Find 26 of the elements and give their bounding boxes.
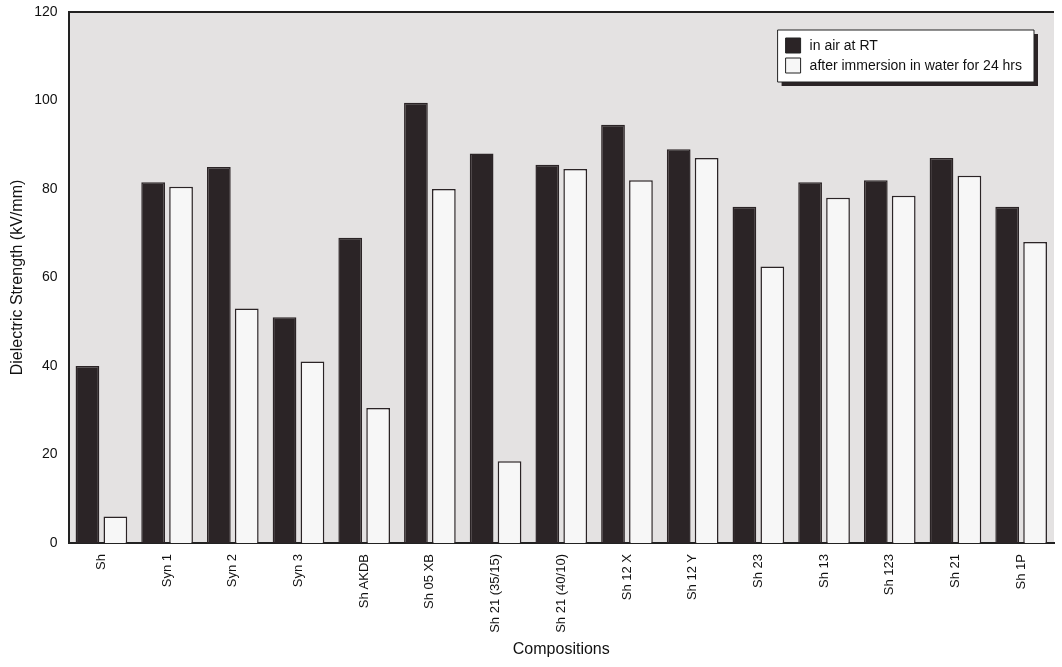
x-tick-label: Sh 123	[881, 554, 897, 596]
y-axis-title: Dielectric Strength (kV/mm)	[8, 179, 26, 376]
x-tick-label: Sh 13	[815, 554, 831, 589]
x-tick-label: Sh AKDB	[355, 554, 371, 609]
legend-label: in air at RT	[809, 36, 879, 53]
y-tick-label: 100	[34, 91, 58, 108]
x-tick-label: Syn 1	[158, 554, 174, 588]
x-tick-label: Sh	[92, 554, 108, 570]
y-tick-label: 60	[41, 268, 58, 285]
x-tick-label: Syn 3	[290, 554, 306, 588]
x-tick-label: Sh 21 (35/15)	[487, 554, 503, 633]
x-tick-label: Sh 23	[749, 554, 765, 589]
x-tick-label: Sh 12 Y	[684, 553, 700, 601]
y-tick-label: 120	[34, 2, 58, 19]
x-tick-label: Sh 05 XB	[421, 554, 437, 609]
x-tick-label: Sh 1P	[1012, 554, 1028, 590]
x-tick-label: Sh 12 X	[618, 553, 634, 601]
x-tick-label: Sh 21 (40/10)	[552, 554, 568, 633]
x-tick-label: Syn 2	[224, 554, 240, 588]
y-tick-label: 40	[41, 356, 58, 373]
x-axis-title: Compositions	[512, 639, 610, 657]
legend-label: after immersion in water for 24 hrs	[809, 56, 1022, 73]
y-tick-label: 20	[41, 445, 58, 462]
y-tick-label: 0	[49, 533, 58, 550]
x-tick-label: Sh 21	[947, 554, 963, 589]
y-tick-label: 80	[41, 179, 58, 196]
